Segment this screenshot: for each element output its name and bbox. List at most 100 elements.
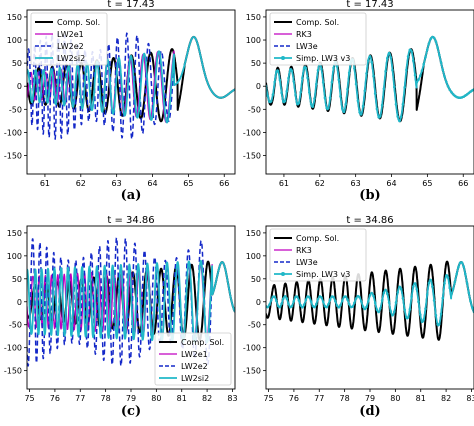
series-marker xyxy=(448,88,452,91)
x-tick-label: 64 xyxy=(147,179,157,188)
series-marker xyxy=(380,103,384,107)
x-tick-label: 83 xyxy=(227,394,237,403)
x-tick-label: 83 xyxy=(466,394,474,403)
series-marker xyxy=(373,301,377,305)
legend-label: Comp. Sol. xyxy=(296,234,339,243)
series-marker xyxy=(469,90,472,93)
series-marker xyxy=(287,76,290,80)
x-tick-label: 78 xyxy=(340,394,350,403)
series-marker xyxy=(278,305,282,309)
series-marker xyxy=(330,80,334,84)
series-marker xyxy=(367,299,370,303)
series-marker xyxy=(368,294,372,297)
series-marker xyxy=(467,291,471,295)
series-marker xyxy=(425,293,429,296)
legend: Comp. Sol. RK3 LW3e Simp. LW3 v3 xyxy=(269,12,367,66)
x-tick-label: 78 xyxy=(101,394,111,403)
series-marker xyxy=(342,110,346,114)
x-tick-label: 75 xyxy=(263,394,273,403)
series-marker xyxy=(439,312,443,316)
series-marker xyxy=(276,304,280,308)
y-tick-label: 50 xyxy=(12,275,22,284)
series-marker xyxy=(465,282,469,285)
series-marker xyxy=(398,119,401,123)
series-marker xyxy=(344,103,348,106)
series-marker xyxy=(361,305,365,308)
series-marker xyxy=(401,297,405,300)
legend-label: LW2e1 xyxy=(57,30,84,39)
series-marker xyxy=(346,298,349,301)
series-marker xyxy=(386,56,389,60)
series-marker xyxy=(399,115,403,118)
series-marker xyxy=(422,318,426,321)
series-marker xyxy=(405,68,408,72)
series-marker xyxy=(323,96,327,100)
series-marker xyxy=(285,297,289,300)
plot-frame xyxy=(265,9,474,175)
series-marker xyxy=(266,305,270,309)
series-marker xyxy=(413,73,417,77)
series-marker xyxy=(370,291,374,295)
panel-caption: (b) xyxy=(359,188,380,203)
plot-frame xyxy=(26,9,236,175)
series-marker xyxy=(424,55,427,59)
series-marker xyxy=(304,298,308,302)
series-marker xyxy=(469,299,472,303)
series-marker xyxy=(403,308,407,312)
y-tick-label: -50 xyxy=(248,321,261,330)
series-line-lw2e2 xyxy=(27,237,235,367)
y-tick-label: -100 xyxy=(243,128,261,137)
series-marker xyxy=(269,299,273,302)
series-marker xyxy=(434,313,438,317)
series-marker xyxy=(399,287,403,291)
legend: Comp. Sol. LW2e1 LW2e2 LW2si2 xyxy=(154,332,232,386)
series-marker xyxy=(382,87,386,90)
series-marker xyxy=(266,94,270,98)
x-tick-label: 63 xyxy=(351,179,361,188)
series-marker xyxy=(429,37,433,41)
x-tick-label: 81 xyxy=(177,394,187,403)
series-marker xyxy=(271,93,275,96)
y-tick-label: 100 xyxy=(7,252,22,261)
series-marker xyxy=(320,296,323,299)
legend-label: Simp. LW3 v3 xyxy=(296,270,350,279)
series-marker xyxy=(377,310,381,314)
series-marker xyxy=(335,65,339,68)
legend-label: RK3 xyxy=(296,246,312,255)
series-marker xyxy=(391,313,394,317)
legend: Comp. Sol. LW2e1 LW2e2 LW2si2 xyxy=(30,12,108,66)
legend-label: RK3 xyxy=(296,30,312,39)
series-marker xyxy=(339,94,342,98)
series-marker xyxy=(302,303,306,307)
x-tick-label: 77 xyxy=(314,394,324,403)
series-marker xyxy=(450,90,453,94)
series-marker xyxy=(360,300,363,303)
series-marker xyxy=(451,287,455,291)
series-marker xyxy=(328,96,332,100)
series-marker xyxy=(393,85,396,89)
series-marker xyxy=(441,68,445,72)
series-marker xyxy=(387,301,391,304)
y-tick-label: -100 xyxy=(243,344,261,353)
series-marker xyxy=(372,294,375,298)
series-marker xyxy=(297,101,301,104)
series-marker xyxy=(275,299,278,303)
series-marker xyxy=(429,278,433,282)
series-marker xyxy=(464,272,467,276)
series-marker xyxy=(356,99,360,103)
x-tick-label: 82 xyxy=(202,394,212,403)
series-marker xyxy=(308,91,311,94)
x-tick-label: 77 xyxy=(75,394,85,403)
series-marker xyxy=(419,313,422,316)
series-marker xyxy=(384,288,387,292)
series-marker xyxy=(315,302,318,306)
y-tick-label: -50 xyxy=(9,105,22,114)
series-marker xyxy=(446,84,450,88)
y-tick-label: 150 xyxy=(246,229,261,238)
series-marker xyxy=(363,89,367,92)
x-tick-label: 65 xyxy=(183,179,193,188)
series-marker xyxy=(276,69,280,73)
series-marker xyxy=(316,298,320,301)
series-marker xyxy=(368,55,372,58)
